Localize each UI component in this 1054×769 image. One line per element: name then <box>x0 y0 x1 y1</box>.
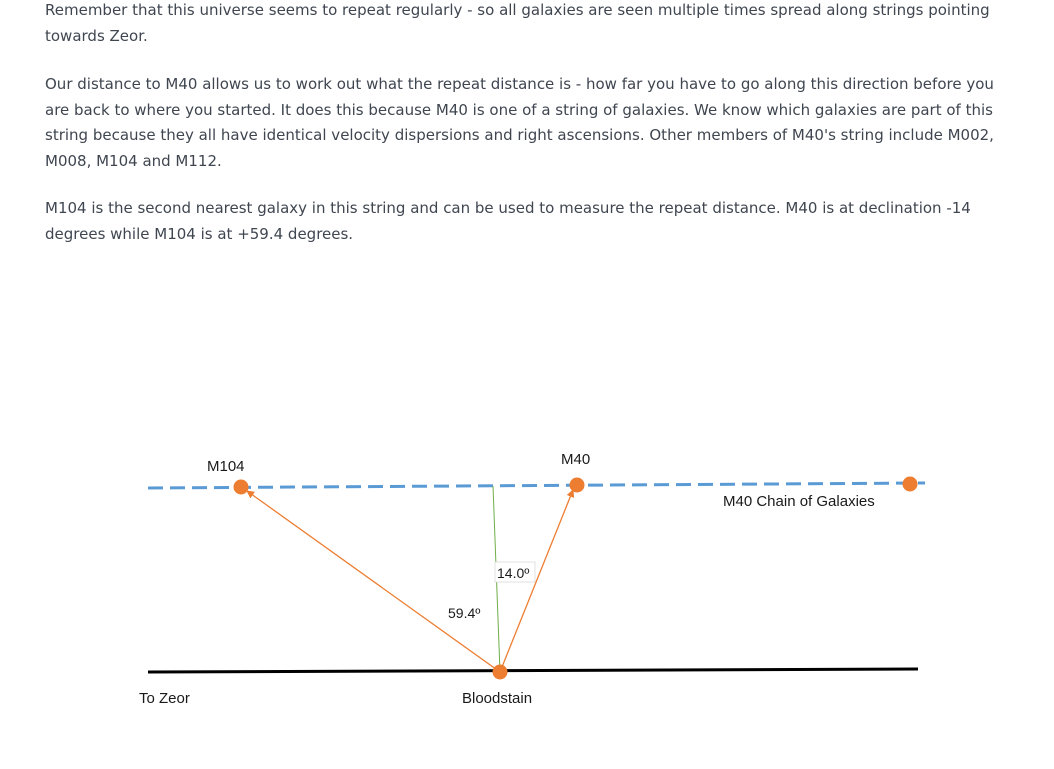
angle-m40-box <box>494 561 536 583</box>
galaxy-chain-end-dot <box>902 476 918 492</box>
label-angle-m104: 59.4º <box>448 605 480 621</box>
sight-line-m104 <box>246 490 501 673</box>
label-m104: M104 <box>207 458 245 475</box>
baseline-to-zeor <box>147 667 919 674</box>
galaxy-m104-dot <box>233 479 249 495</box>
label-angle-m40: 14.0º <box>497 565 529 581</box>
galaxy-m40-dot <box>569 477 585 493</box>
label-chain: M40 Chain of Galaxies <box>723 493 875 510</box>
observer-dot <box>492 664 508 680</box>
label-direction: To Zeor <box>139 690 190 707</box>
galaxy-chain-line <box>147 481 926 490</box>
paragraph-m104-declination: M104 is the second nearest galaxy in thi… <box>45 199 971 243</box>
paragraph-repeat-universe: Remember that this universe seems to rep… <box>45 1 990 45</box>
label-m40: M40 <box>561 451 590 468</box>
sight-line-m40 <box>499 489 575 673</box>
paragraph-repeat-distance: Our distance to M40 allows us to work ou… <box>45 75 994 170</box>
label-observer: Bloodstain <box>462 690 532 707</box>
